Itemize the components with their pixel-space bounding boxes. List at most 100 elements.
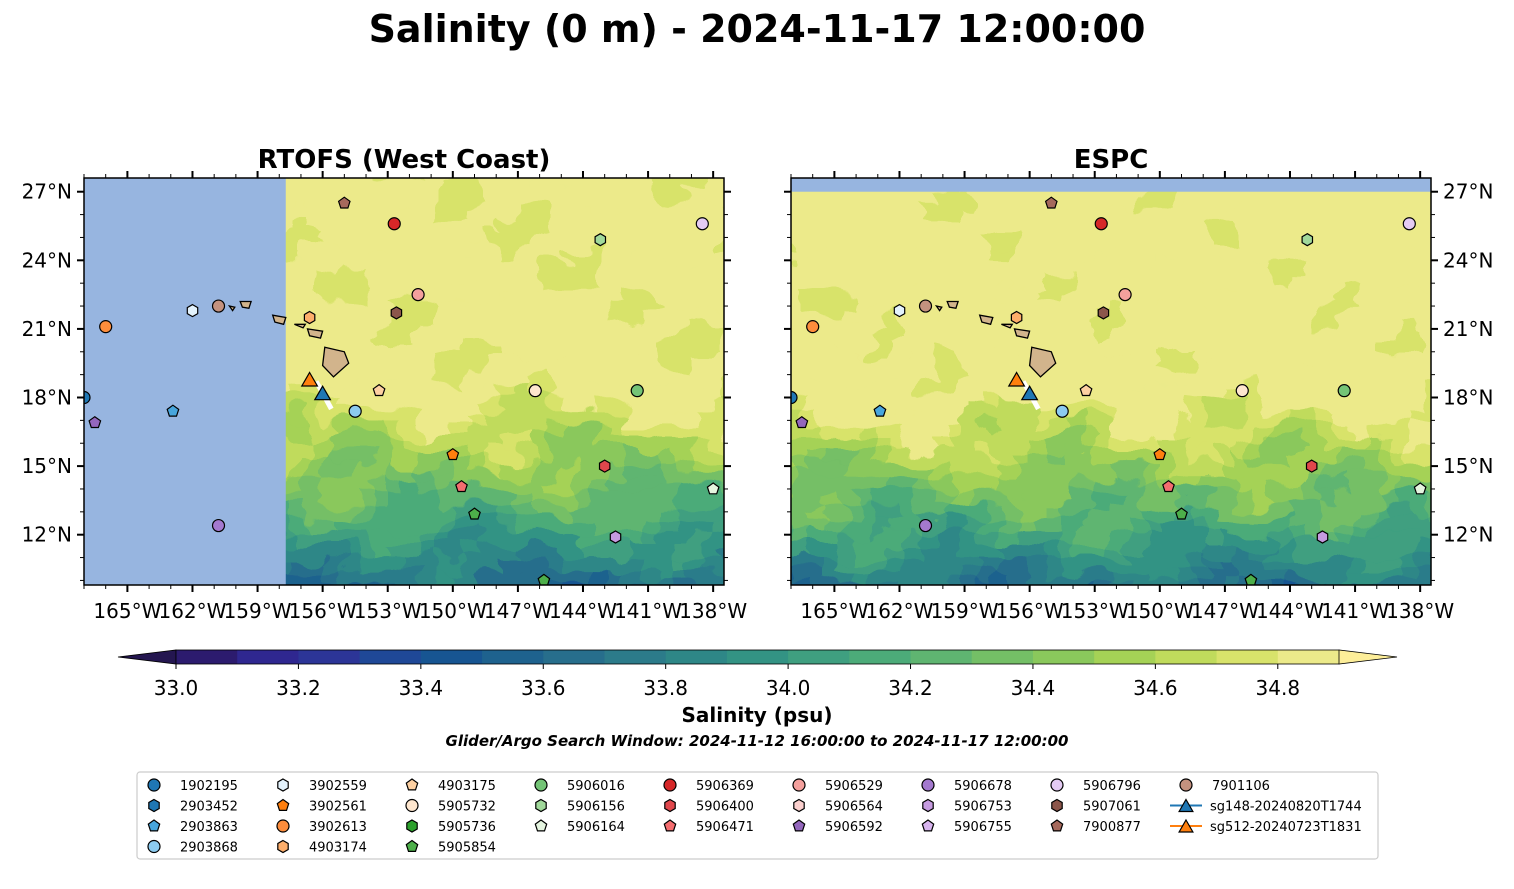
salinity-cell [403,421,421,437]
salinity-cell [691,530,709,545]
salinity-cell [1110,516,1128,532]
salinity-cell [579,448,597,464]
salinity-cell [1222,381,1240,396]
salinity-cell [531,516,549,532]
salinity-cell [934,313,952,328]
salinity-cell [870,204,888,220]
salinity-cell [740,476,757,491]
salinity-cell [707,313,724,328]
salinity-cell [563,421,581,437]
salinity-cell [1222,218,1240,233]
salinity-cell [1014,353,1032,369]
salinity-cell [1110,394,1128,410]
salinity-cell [483,557,501,573]
legend-entry: 5906164 [534,819,625,835]
salinity-cell [1190,475,1208,491]
salinity-cell [419,191,437,206]
salinity-cell [1094,462,1112,478]
salinity-cell [1318,489,1336,505]
salinity-cell [291,204,309,220]
marker-shape [806,320,820,334]
salinity-cell [1206,286,1224,301]
salinity-cell [84,178,101,179]
salinity-cell [998,570,1016,585]
salinity-cell [659,570,677,585]
salinity-cell [339,462,357,478]
salinity-cell [1318,570,1336,585]
salinity-cell [982,218,1000,233]
salinity-cell [691,584,709,585]
salinity-cell [515,381,533,396]
legend-label: 5905854 [438,841,496,856]
salinity-cell [467,191,485,206]
salinity-cell [1222,299,1240,315]
marker-shape [1044,196,1058,209]
salinity-cell [339,299,357,315]
salinity-cell [1190,286,1208,301]
salinity-cell [675,462,693,478]
salinity-cell [1334,204,1352,220]
salinity-cell [52,286,69,301]
salinity-cell [595,448,613,464]
island-landmass [239,300,252,310]
salinity-cell [1334,326,1352,342]
salinity-cell [579,204,597,220]
salinity-cell [595,503,613,518]
salinity-cell [870,299,888,315]
salinity-cell [691,381,709,396]
salinity-cell [435,435,453,451]
legend-label: 4903174 [309,841,367,856]
salinity-cell [870,530,888,545]
salinity-cell [627,516,645,532]
salinity-cell [1030,570,1048,585]
salinity-cell [1206,408,1224,423]
salinity-cell [419,381,437,396]
salinity-cell [822,475,840,491]
salinity-cell [966,421,984,437]
salinity-cell [1414,381,1431,396]
salinity-cell [1046,421,1064,437]
salinity-cell [838,313,856,328]
salinity-cell [531,218,549,233]
salinity-cell [52,490,69,505]
salinity-cell [1302,394,1320,410]
salinity-cell [1254,462,1272,478]
salinity-cell [1318,272,1336,288]
salinity-cell [999,150,1016,165]
salinity-cell [934,408,952,423]
salinity-cell [419,584,437,585]
salinity-cell [1238,462,1256,478]
salinity-cell [1398,178,1416,179]
salinity-cell [723,313,724,328]
y-tick-label: 15°N [22,454,72,478]
island-landmass [1013,328,1031,339]
salinity-cell [791,313,808,328]
salinity-cell [339,489,357,505]
salinity-cell [950,421,968,437]
no-data-region [791,178,1431,192]
salinity-cell [403,570,421,585]
salinity-cell [643,204,661,220]
salinity-cell [1046,435,1064,451]
salinity-cell [419,570,437,585]
legend-label: 2903868 [180,841,238,856]
salinity-cell [531,231,549,247]
salinity-cell [451,231,469,247]
salinity-cell [918,218,936,233]
salinity-cell [982,367,1000,383]
salinity-cell [387,381,405,396]
salinity-cell [628,150,645,165]
salinity-cell [595,218,613,233]
salinity-cell [627,489,645,505]
salinity-cell [1270,584,1288,585]
salinity-cell [1238,353,1256,369]
salinity-cell [1206,258,1224,274]
salinity-cell [806,299,824,315]
salinity-cell [806,245,824,261]
salinity-cell [323,503,341,518]
salinity-cell [1110,543,1128,559]
y-tick-label: 12°N [1443,523,1493,547]
salinity-cell [339,448,357,464]
salinity-cell [740,503,757,518]
salinity-cell [1447,354,1464,369]
